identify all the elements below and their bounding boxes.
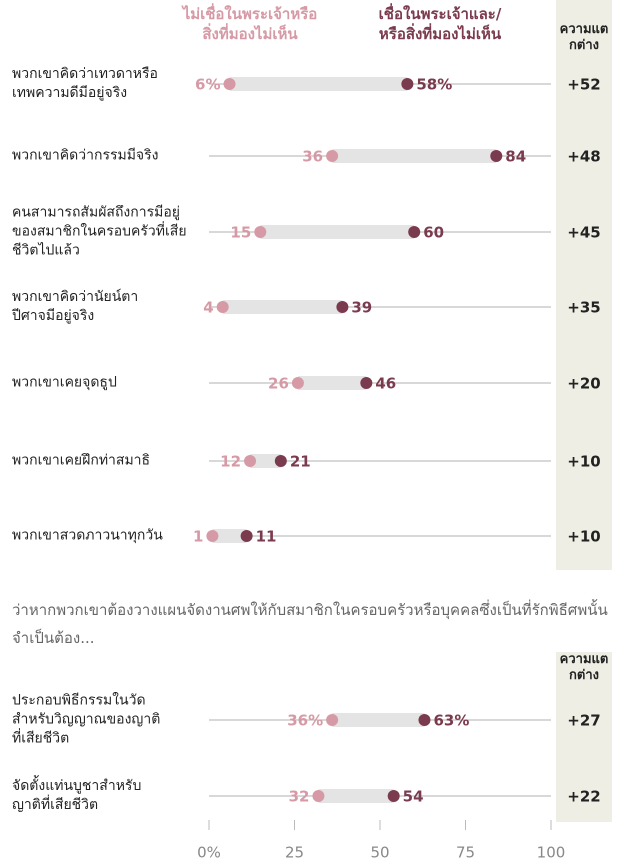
- difference-label: +10: [567, 528, 600, 546]
- category-label: พวกเขาสวดภาวนาทุกวัน: [12, 527, 163, 544]
- value-label: 6%: [195, 76, 220, 94]
- difference-column: [556, 652, 612, 822]
- value-label: 32: [289, 788, 310, 806]
- value-label: 46: [375, 375, 396, 393]
- difference-label: +48: [567, 148, 600, 166]
- value-label: 15: [230, 224, 251, 242]
- difference-column: [556, 0, 612, 570]
- dot: [408, 226, 421, 238]
- category-label: พวกเขาเคยจุดธูป: [12, 374, 117, 391]
- dot: [244, 455, 257, 467]
- difference-header: ความแต กต่าง: [559, 652, 609, 683]
- category-label: คนสามารถสัมผัสถึงการมีอยู่ ของสมาชิกในคร…: [12, 204, 187, 259]
- range-bar: [250, 454, 281, 468]
- value-label: 12: [220, 453, 241, 471]
- category-label: พวกเขาคิดว่านัยน์ตา ปีศาจมีอยู่จริง: [12, 289, 139, 324]
- dot: [360, 377, 373, 389]
- subtitle: ว่าหากพวกเขาต้องวางแผนจัดงานศพให้กับสมาช…: [12, 601, 608, 647]
- difference-label: +22: [567, 788, 600, 806]
- dot: [312, 790, 325, 802]
- difference-label: +10: [567, 453, 600, 471]
- difference-label: +45: [567, 224, 600, 242]
- category-label: พวกเขาคิดว่ากรรมมีจริง: [12, 147, 159, 164]
- value-label: 54: [403, 788, 424, 806]
- dot: [387, 790, 400, 802]
- value-label: 36: [302, 148, 323, 166]
- x-tick-label: 50: [370, 844, 389, 862]
- difference-label: +52: [567, 76, 600, 94]
- dot: [490, 150, 503, 162]
- range-bar: [229, 77, 408, 91]
- category-label: พวกเขาเคยฝึกท่าสมาธิ: [12, 452, 151, 469]
- range-bar: [318, 789, 394, 803]
- value-label: 1: [193, 528, 203, 546]
- dot: [240, 530, 253, 542]
- category-label: ประกอบพิธีกรรมในวัด สำหรับวิญญาณของญาติ …: [12, 692, 161, 747]
- value-label: 60: [423, 224, 444, 242]
- difference-label: +20: [567, 375, 600, 393]
- dot: [336, 301, 349, 313]
- value-label: 84: [505, 148, 526, 166]
- range-bar: [297, 376, 367, 390]
- range-bar: [332, 713, 425, 727]
- value-label: 58%: [416, 76, 452, 94]
- value-label: 11: [256, 528, 277, 546]
- dot: [418, 714, 431, 726]
- dot: [254, 226, 267, 238]
- value-label: 26: [268, 375, 289, 393]
- dot: [291, 377, 304, 389]
- legend-label: เชื่อในพระเจ้าและ/ หรือสิ่งที่มองไม่เห็น: [378, 5, 502, 43]
- category-label: พวกเขาคิดว่าเทวดาหรือ เทพความดีมีอยู่จริ…: [12, 66, 158, 101]
- dot: [223, 78, 236, 90]
- x-tick-label: 0%: [197, 844, 221, 862]
- value-label: 21: [290, 453, 311, 471]
- range-bar: [222, 300, 343, 314]
- value-label: 63%: [433, 712, 469, 730]
- dot: [274, 455, 287, 467]
- range-bar: [332, 149, 497, 163]
- x-tick-label: 100: [537, 844, 566, 862]
- range-bar: [212, 529, 247, 543]
- category-label: จัดตั้งแท่นบูชาสำหรับ ญาติที่เสียชีวิต: [12, 778, 142, 813]
- value-label: 36%: [287, 712, 323, 730]
- x-tick-label: 25: [285, 844, 304, 862]
- difference-label: +35: [567, 299, 600, 317]
- dot: [216, 301, 229, 313]
- dot: [326, 150, 339, 162]
- dot: [326, 714, 339, 726]
- legend-label: ไม่เชื่อในพระเจ้าหรือ สิ่งที่มองไม่เห็น: [182, 5, 318, 43]
- x-tick-label: 75: [456, 844, 475, 862]
- dot: [401, 78, 414, 90]
- value-label: 39: [351, 299, 372, 317]
- difference-label: +27: [567, 712, 600, 730]
- dot: [206, 530, 219, 542]
- value-label: 4: [203, 299, 213, 317]
- range-bar: [260, 225, 415, 239]
- difference-header: ความแต กต่าง: [559, 22, 609, 53]
